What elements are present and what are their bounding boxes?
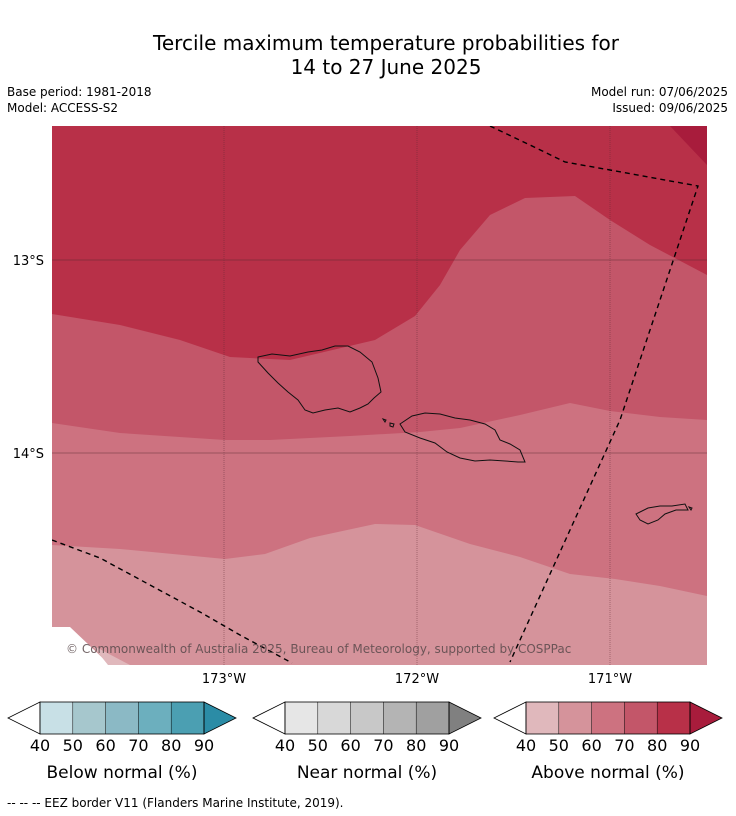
aunuu-islet [687,506,693,511]
meta-right: Model run: 07/06/2025 Issued: 09/06/2025 [591,84,728,116]
colorbar-left-arrow [493,701,527,735]
colorbar-tick-label: 70 [614,736,634,755]
model-run-text: Model run: 07/06/2025 [590,85,728,99]
coastlines [257,345,693,525]
colorbar-tick-label: 40 [275,736,295,755]
colorbar-label: Near normal (%) [297,763,437,783]
colorbar-left-arrow [7,701,41,735]
colorbar-tick-label: 70 [128,736,148,755]
colorbar-tick-label: 90 [194,736,214,755]
colorbar-segment [657,702,690,734]
graticule [52,126,707,665]
title-line-2: 14 to 27 June 2025 [290,55,482,79]
colorbar-right-arrow [203,701,237,735]
colorbar-left-arrow [252,701,286,735]
prob-zone-90 [670,126,707,165]
colorbar-tick-label: 40 [30,736,50,755]
apolima-islet [389,422,395,428]
map-title: Tercile maximum temperature probabilitie… [0,31,736,79]
colorbar-tick-label: 60 [95,736,115,755]
manono-islet [381,418,387,423]
lat-label-14s: 14°S [13,447,44,462]
colorbar-right-arrow [689,701,723,735]
colorbar-segment [285,702,318,734]
colorbar-segment [591,702,625,734]
colorbar-label: Above normal (%) [531,763,684,783]
title-line-1: Tercile maximum temperature probabilitie… [153,31,619,55]
colorbar-tick-label: 90 [439,736,459,755]
colorbar-tick-label: 40 [516,736,536,755]
colorbar-tick-label: 60 [581,736,601,755]
colorbar-segment [317,702,351,734]
above-40-zone [92,645,130,665]
colorbar-tick-label: 60 [340,736,360,755]
colorbar-label: Below normal (%) [47,763,198,783]
eez-border-east [489,126,699,663]
colorbar-segment [383,702,417,734]
colorbar-tick-label: 80 [406,736,426,755]
lon-label-172w: 172°W [395,672,439,687]
colorbar-segment [416,702,449,734]
lon-label-173w: 173°W [202,672,246,687]
prob-zone-50 [52,524,707,665]
colorbar-tick-label: 50 [549,736,569,755]
colorbar-segment [526,702,559,734]
colorbar-tick-label: 50 [63,736,83,755]
colorbar-tick-label: 70 [373,736,393,755]
colorbar-above-normal: 40 50 60 70 80 90 Above normal (%) [493,701,723,783]
upolu-island [399,412,526,463]
base-period-text: Base period: 1981-2018 [7,85,152,99]
model-text: Model: ACCESS-S2 [7,101,119,115]
lat-label-13s: 13°S [13,254,44,269]
colorbar-tick-label: 90 [680,736,700,755]
eez-border-southwest [52,539,293,664]
colorbar-segment [350,702,384,734]
colorbar-segment [171,702,204,734]
colorbar-tick-label: 80 [161,736,181,755]
colorbar-tick-label: 80 [647,736,667,755]
colorbar-segment [138,702,172,734]
lon-label-171w: 171°W [588,672,632,687]
map-panel: © Commonwealth of Australia 2025, Bureau… [52,126,707,665]
meta-left: Base period: 1981-2018 Model: ACCESS-S2 [7,84,152,116]
colorbar-below-normal: 40 50 60 70 80 90 Below normal (%) [7,701,237,783]
savaii-island [257,345,382,414]
colorbar-segment [40,702,73,734]
colorbar-segment [624,702,658,734]
colorbar-segment [105,702,139,734]
below-40-zone [52,627,110,665]
eez-border [52,126,699,664]
issued-text: Issued: 09/06/2025 [612,101,728,115]
colorbar-segment [72,702,106,734]
footnote: -- -- -- EEZ border V11 (Flanders Marine… [7,796,344,810]
colorbar-tick-label: 50 [308,736,328,755]
copyright-text: © Commonwealth of Australia 2025, Bureau… [66,642,571,656]
tutuila-island [635,503,689,525]
colorbar-right-arrow [448,701,482,735]
colorbar-segment [558,702,592,734]
